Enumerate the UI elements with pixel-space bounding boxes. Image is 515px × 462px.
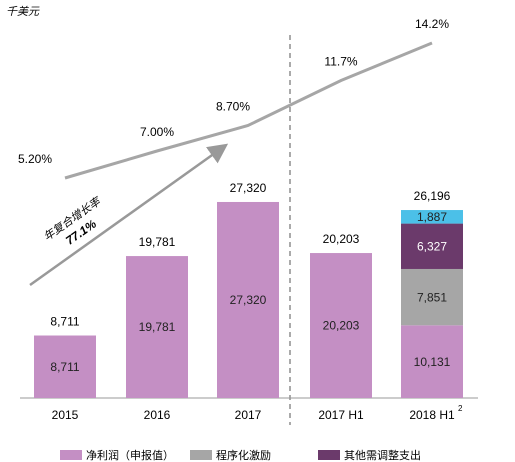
cagr-arrow (29, 143, 229, 287)
legend-swatch (60, 450, 82, 460)
bar-segment (401, 223, 463, 269)
bar-segment (401, 268, 463, 326)
segment-label: 1,887 (417, 210, 447, 224)
margin-line (64, 41, 433, 180)
cagr-annotation: 年复合增长率 77.1% (41, 194, 104, 248)
category-note: 2 (458, 404, 463, 413)
segment-label: 7,851 (417, 290, 447, 304)
legend-swatch (318, 450, 340, 460)
legend-label: 其他需调整支出 (344, 448, 421, 462)
bar-segment (401, 210, 463, 224)
margin-label: 14.2% (415, 17, 449, 31)
margin-label: 11.7% (324, 55, 357, 69)
margin-label: 5.20% (18, 152, 52, 166)
legend-label: 程序化激励 (216, 448, 271, 462)
margin-label: 7.00% (140, 125, 174, 139)
total-label: 8,711 (50, 315, 79, 329)
bar-segment (401, 325, 463, 398)
segment-label: 27,320 (230, 293, 267, 307)
margin-label: 8.70% (216, 100, 250, 114)
total-label: 20,203 (323, 232, 360, 246)
bar-segment (310, 253, 372, 398)
total-label: 27,320 (230, 181, 267, 195)
segment-label: 19,781 (139, 320, 176, 334)
legend-swatch (190, 450, 212, 460)
segment-label: 10,131 (414, 355, 451, 369)
x-tick-label: 2017 (235, 408, 262, 422)
segment-label: 6,327 (417, 239, 447, 253)
segment-label: 20,203 (323, 319, 360, 333)
bar-segment (217, 201, 279, 398)
legend-label: 净利润（申报值） (86, 448, 174, 462)
x-tick-label: 2015 (52, 408, 79, 422)
total-label: 26,196 (414, 189, 451, 203)
segment-label: 8,711 (50, 360, 79, 374)
unit-label: 千美元 (6, 5, 40, 18)
x-tick-label: 2017 H1 (318, 408, 364, 422)
bar-segment (126, 256, 188, 398)
bar-segment (34, 335, 96, 398)
x-tick-label: 2018 H1 (409, 408, 455, 422)
x-tick-label: 2016 (144, 408, 171, 422)
total-label: 19,781 (139, 235, 176, 249)
